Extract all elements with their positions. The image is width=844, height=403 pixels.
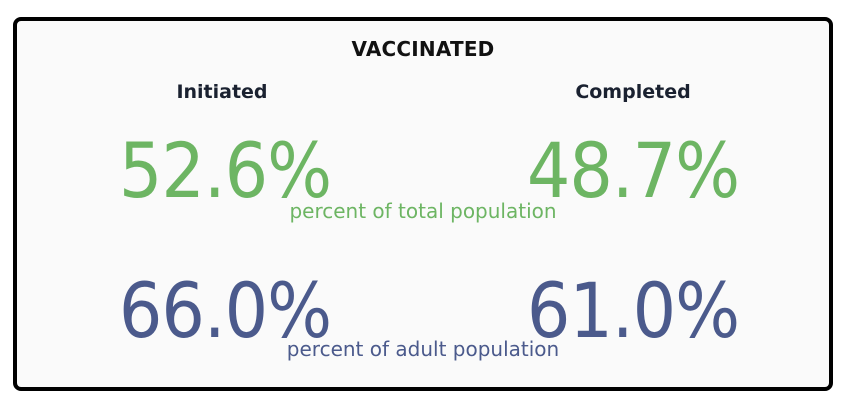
vaccinated-card: VACCINATED Initiated Completed 52.6% 48.… — [13, 17, 833, 391]
completed-header: Completed — [575, 81, 691, 103]
card-title: VACCINATED — [351, 37, 495, 61]
total-initiated-value: 52.6% — [118, 126, 332, 215]
total-population-caption: percent of total population — [289, 199, 557, 223]
total-completed-value: 48.7% — [526, 126, 740, 215]
adult-population-caption: percent of adult population — [286, 337, 560, 361]
adult-completed-value: 61.0% — [526, 266, 740, 355]
initiated-header: Initiated — [176, 81, 268, 103]
adult-initiated-value: 66.0% — [118, 266, 332, 355]
